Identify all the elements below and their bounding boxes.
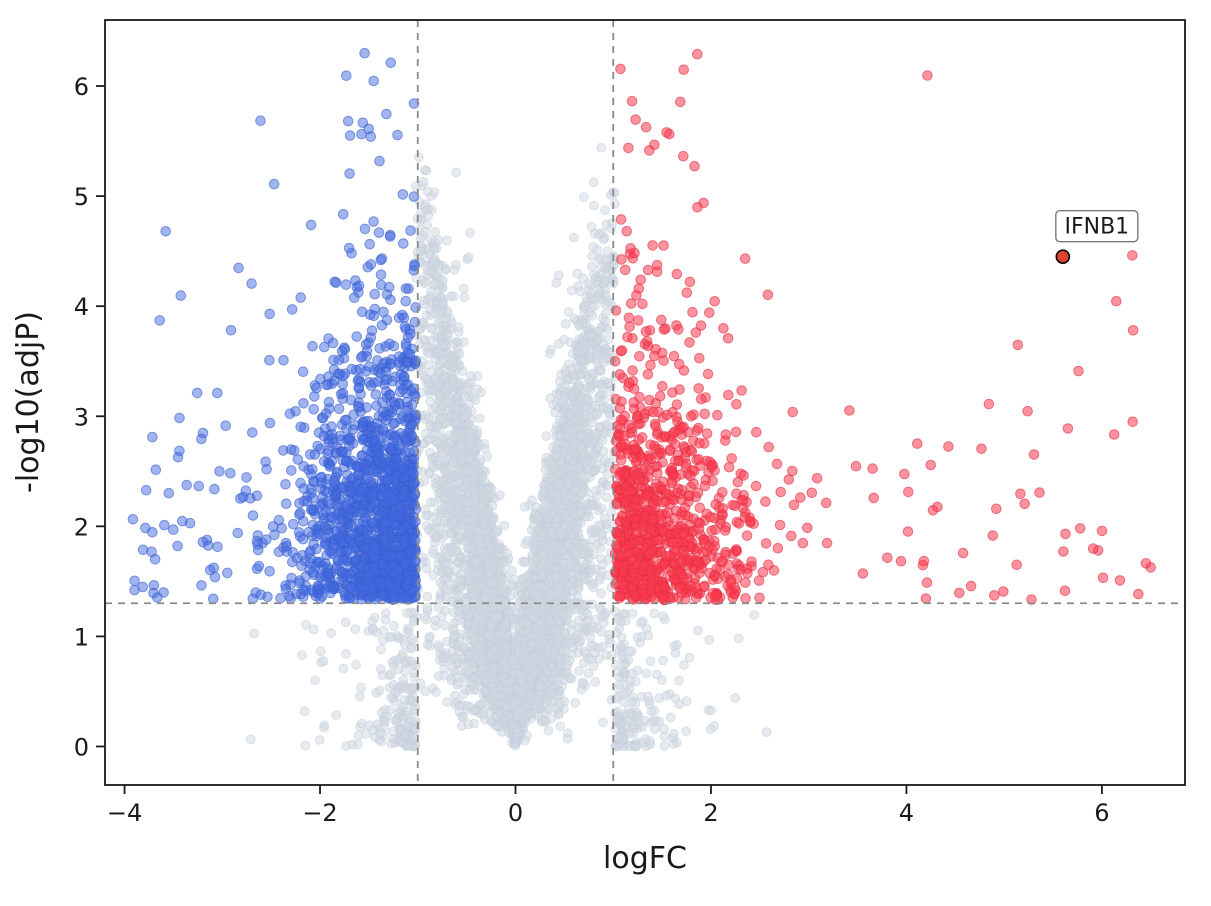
series-not-significant <box>245 142 772 752</box>
x-axis-label: logFC <box>603 841 687 876</box>
x-tick-label: −4 <box>107 799 142 827</box>
x-tick-label: 2 <box>703 799 718 827</box>
scatter-points-layer <box>127 47 1156 752</box>
x-tick-label: −2 <box>302 799 337 827</box>
axes-layer: −4 −2 0 2 4 6 0 1 2 3 4 5 6 <box>74 19 1186 827</box>
y-tick-label: 6 <box>74 73 89 101</box>
y-tick-label: 5 <box>74 183 89 211</box>
y-tick-label: 3 <box>74 403 89 431</box>
x-tick-label: 0 <box>508 799 523 827</box>
y-tick-label: 2 <box>74 513 89 541</box>
threshold-lines-layer <box>105 20 1185 785</box>
highlight-label-box <box>1055 209 1139 243</box>
x-tick-label: 6 <box>1094 799 1109 827</box>
y-tick-label: 4 <box>74 293 89 321</box>
y-tick-label: 1 <box>74 623 89 651</box>
plot-border <box>104 19 1186 786</box>
annotation-layer: IFNB1 <box>1055 209 1139 264</box>
y-tick-label: 0 <box>74 733 89 761</box>
y-axis-label: -log10(adjP) <box>11 311 46 493</box>
x-tick-label: 4 <box>899 799 914 827</box>
series-up-regulated <box>609 48 1156 606</box>
highlight-point-ifnb1 <box>1055 249 1071 264</box>
highlight-label-text: IFNB1 <box>1064 215 1129 240</box>
